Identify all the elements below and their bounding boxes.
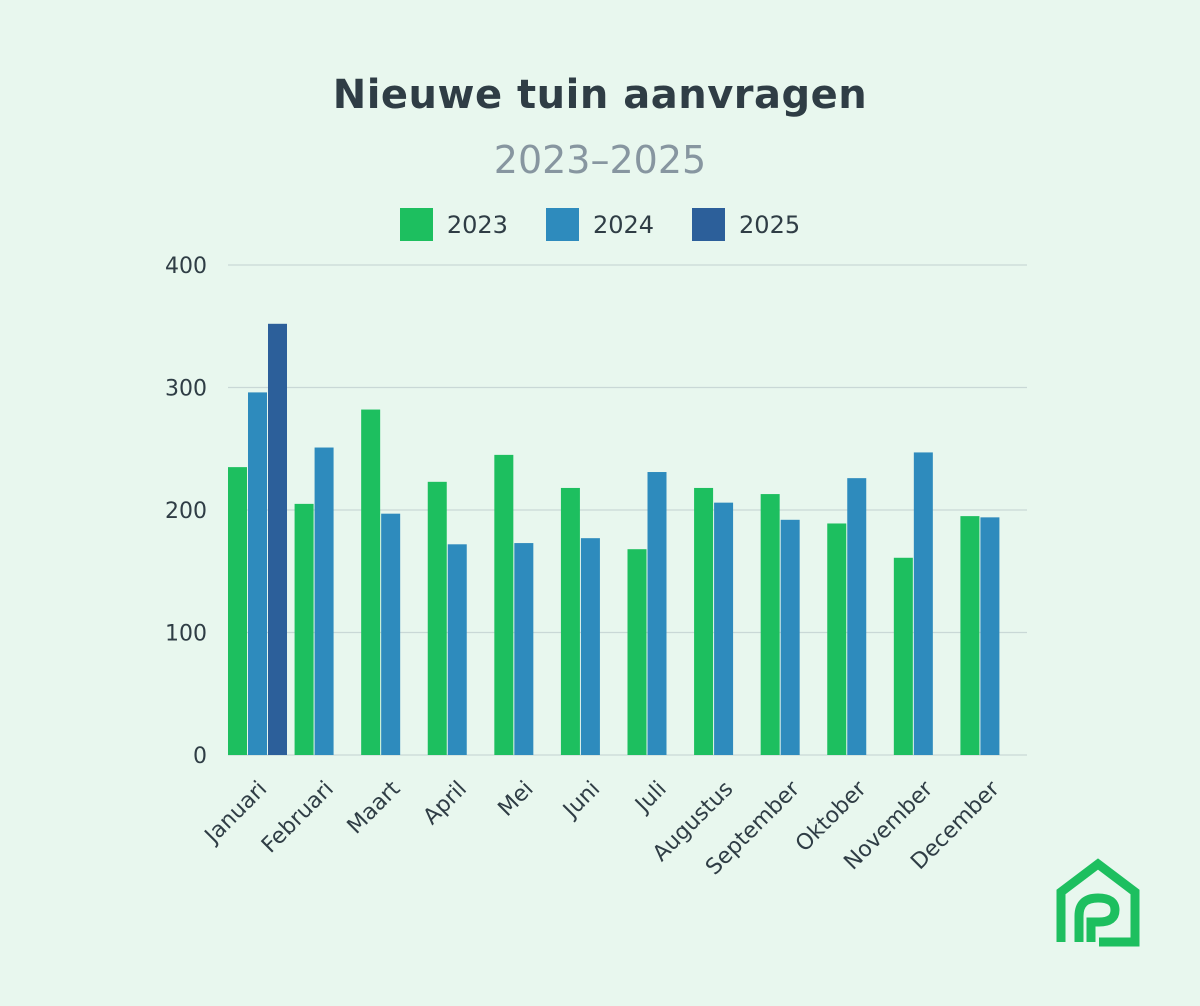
bar-november-2023 (893, 557, 913, 755)
legend-label-2023: 2023 (446, 210, 508, 239)
bar-februari-2023 (294, 503, 314, 755)
bar-oktober-2023 (827, 523, 847, 755)
bar-augustus-2023 (694, 487, 714, 755)
y-tick-label-200: 200 (165, 499, 207, 524)
legend-item-2023: 2023 (399, 208, 508, 241)
bar-januari-2023 (228, 467, 247, 755)
chart-title: Nieuwe tuin aanvragen (332, 72, 868, 118)
legend-item-2024: 2024 (545, 208, 655, 241)
bar-januari-2024 (248, 392, 267, 755)
legend-swatch-2024 (545, 208, 579, 241)
x-tick-label-juni: Juni (557, 777, 605, 825)
x-tick-label-april: April (419, 777, 472, 830)
bar-oktober-2024 (847, 478, 867, 755)
bar-juli-2024 (647, 472, 667, 755)
bar-december-2024 (980, 517, 1000, 755)
y-tick-label-0: 0 (193, 744, 207, 769)
legend-item-2025: 2025 (692, 208, 800, 241)
bar-juni-2023 (560, 487, 580, 755)
chart-subtitle: 2023–2025 (493, 138, 707, 182)
house-logo-icon (1056, 858, 1140, 947)
bar-mei-2024 (514, 543, 534, 755)
legend-label-2024: 2024 (592, 210, 655, 239)
y-tick-label-300: 300 (165, 377, 207, 402)
bar-april-2024 (447, 544, 467, 755)
chart-legend: 2023 2024 2025 (0, 208, 1200, 241)
bar-augustus-2024 (714, 502, 734, 755)
legend-swatch-2023 (399, 208, 433, 241)
bar-juni-2024 (580, 538, 600, 755)
bar-april-2023 (427, 481, 447, 755)
bar-september-2024 (780, 519, 800, 755)
bar-mei-2023 (494, 454, 514, 755)
x-tick-label-februari: Februari (257, 777, 339, 859)
bar-maart-2023 (361, 409, 381, 755)
bar-juli-2023 (627, 549, 647, 755)
legend-label-2025: 2025 (739, 210, 801, 239)
x-tick-label-juli: Juli (630, 777, 672, 819)
x-tick-label-mei: Mei (494, 777, 539, 822)
x-tick-label-maart: Maart (343, 776, 406, 839)
y-tick-label-400: 400 (165, 254, 207, 279)
legend-swatch-2025 (692, 208, 726, 241)
bar-februari-2024 (314, 447, 334, 755)
y-tick-label-100: 100 (165, 622, 207, 647)
bar-december-2023 (960, 516, 980, 755)
bar-november-2024 (913, 452, 933, 755)
bar-januari-2025 (268, 323, 287, 755)
bar-september-2023 (760, 494, 780, 755)
bar-maart-2024 (381, 513, 401, 755)
